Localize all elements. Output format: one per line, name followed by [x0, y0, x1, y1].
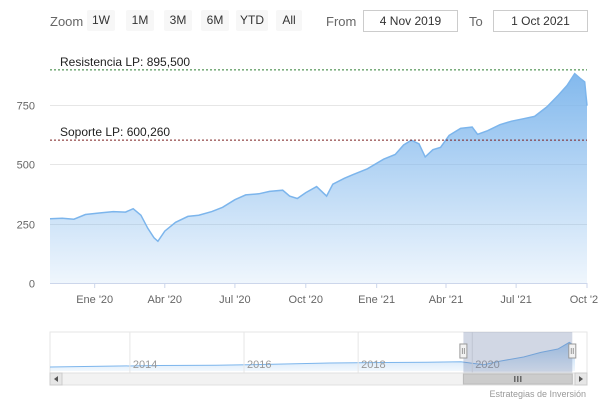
x-tick-label: Jul '20 — [219, 294, 250, 306]
x-axis-labels: Ene '20 Abr '20 Jul '20 Oct '20 Ene '21 Abr '… — [76, 283, 598, 306]
navigator-year-label: 2014 — [133, 359, 157, 371]
navigator-year-labels: 2014 2016 2018 2020 — [129, 332, 500, 373]
x-tick-label: Oct '21 — [570, 294, 598, 306]
zoom-button-1m[interactable]: 1M — [126, 10, 154, 31]
navigator-handle-right[interactable] — [568, 343, 577, 359]
x-tick-label: Ene '20 — [76, 294, 113, 306]
y-axis-labels: 0 250 500 750 — [17, 101, 35, 291]
plot-line-label: Resistencia LP: 895,500 — [60, 55, 190, 69]
zoom-button-all[interactable]: All — [276, 10, 302, 31]
navigator-handle-left[interactable] — [459, 343, 468, 359]
scroll-right-arrow-icon — [579, 376, 583, 382]
chart-credit: Estrategias de Inversión — [489, 389, 586, 399]
zoom-button-ytd[interactable]: YTD — [236, 10, 268, 31]
x-tick-label: Jul '21 — [500, 294, 531, 306]
navigator-year-label: 2016 — [247, 359, 271, 371]
to-date-input[interactable]: 1 Oct 2021 — [493, 10, 588, 32]
plot-lines: Resistencia LP: 895,500 Soporte LP: 600,2… — [50, 55, 587, 141]
plot-line-label: Soporte LP: 600,260 — [60, 125, 170, 139]
zoom-button-3m[interactable]: 3M — [164, 10, 192, 31]
series-line — [49, 72, 588, 243]
navigator-series-line — [49, 341, 576, 368]
x-tick-label: Abr '20 — [148, 294, 183, 306]
navigator-selection[interactable] — [463, 332, 573, 373]
navigator-series-area — [50, 342, 575, 371]
y-tick-label: 0 — [29, 279, 35, 291]
navigator-year-label: 2018 — [361, 359, 385, 371]
y-tick-label: 500 — [17, 160, 35, 172]
to-label: To — [469, 14, 483, 29]
x-tick-label: Oct '20 — [289, 294, 324, 306]
x-tick-label: Abr '21 — [429, 294, 464, 306]
navigator-year-label: 2020 — [475, 359, 499, 371]
zoom-button-1w[interactable]: 1W — [87, 10, 115, 31]
scroll-left-arrow-icon — [54, 376, 58, 382]
series-area — [50, 73, 587, 283]
x-tick-label: Ene '21 — [358, 294, 395, 306]
scrollbar-grip-icon — [514, 376, 522, 382]
scrollbar[interactable] — [49, 372, 588, 386]
range-selector-toolbar: Zoom 1W 1M 3M 6M YTD All From 4 Nov 2019… — [0, 0, 598, 40]
zoom-button-6m[interactable]: 6M — [201, 10, 229, 31]
from-label: From — [326, 14, 357, 29]
from-date-input[interactable]: 4 Nov 2019 — [363, 10, 458, 32]
zoom-label: Zoom — [50, 14, 84, 29]
navigator[interactable]: 2014 2016 2018 2020 — [49, 331, 588, 374]
y-tick-label: 250 — [17, 220, 35, 232]
y-tick-label: 750 — [17, 101, 35, 113]
